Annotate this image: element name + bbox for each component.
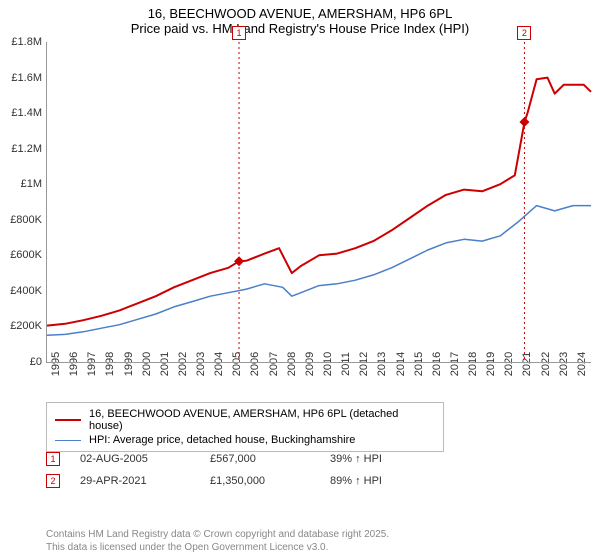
y-tick-label: £200K bbox=[2, 320, 42, 332]
legend-item: HPI: Average price, detached house, Buck… bbox=[55, 433, 435, 447]
sale-marker-icon: 2 bbox=[46, 474, 60, 488]
legend-item: 16, BEECHWOOD AVENUE, AMERSHAM, HP6 6PL … bbox=[55, 407, 435, 433]
table-row: 1 02-AUG-2005 £567,000 39% ↑ HPI bbox=[46, 448, 450, 470]
title-subtitle: Price paid vs. HM Land Registry's House … bbox=[0, 21, 600, 36]
title-address: 16, BEECHWOOD AVENUE, AMERSHAM, HP6 6PL bbox=[0, 6, 600, 21]
y-tick-label: £800K bbox=[2, 214, 42, 226]
sale-vs-hpi: 39% ↑ HPI bbox=[330, 453, 450, 465]
y-tick-label: £0 bbox=[2, 356, 42, 368]
line-chart-svg bbox=[47, 42, 591, 362]
legend: 16, BEECHWOOD AVENUE, AMERSHAM, HP6 6PL … bbox=[46, 402, 444, 452]
legend-swatch bbox=[55, 440, 81, 441]
sale-price: £1,350,000 bbox=[210, 475, 330, 487]
plot-area bbox=[46, 42, 591, 363]
y-tick-label: £1.6M bbox=[2, 72, 42, 84]
footer-line: Contains HM Land Registry data © Crown c… bbox=[46, 528, 389, 541]
sale-marker-flag: 1 bbox=[232, 26, 246, 40]
footer-line: This data is licensed under the Open Gov… bbox=[46, 541, 389, 554]
sale-marker-icon: 1 bbox=[46, 452, 60, 466]
sales-table: 1 02-AUG-2005 £567,000 39% ↑ HPI 2 29-AP… bbox=[46, 448, 450, 492]
sale-vs-hpi: 89% ↑ HPI bbox=[330, 475, 450, 487]
sale-date: 02-AUG-2005 bbox=[80, 453, 210, 465]
sale-price: £567,000 bbox=[210, 453, 330, 465]
y-tick-label: £400K bbox=[2, 285, 42, 297]
footer-attribution: Contains HM Land Registry data © Crown c… bbox=[46, 528, 389, 554]
sale-marker-flag: 2 bbox=[517, 26, 531, 40]
title-block: 16, BEECHWOOD AVENUE, AMERSHAM, HP6 6PL … bbox=[0, 0, 600, 36]
sale-date: 29-APR-2021 bbox=[80, 475, 210, 487]
y-tick-label: £1M bbox=[2, 178, 42, 190]
y-tick-label: £600K bbox=[2, 249, 42, 261]
chart-container: 16, BEECHWOOD AVENUE, AMERSHAM, HP6 6PL … bbox=[0, 0, 600, 560]
legend-label: HPI: Average price, detached house, Buck… bbox=[89, 434, 355, 446]
legend-swatch bbox=[55, 419, 81, 421]
y-tick-label: £1.4M bbox=[2, 107, 42, 119]
y-tick-label: £1.2M bbox=[2, 143, 42, 155]
y-tick-label: £1.8M bbox=[2, 36, 42, 48]
table-row: 2 29-APR-2021 £1,350,000 89% ↑ HPI bbox=[46, 470, 450, 492]
legend-label: 16, BEECHWOOD AVENUE, AMERSHAM, HP6 6PL … bbox=[89, 408, 435, 432]
